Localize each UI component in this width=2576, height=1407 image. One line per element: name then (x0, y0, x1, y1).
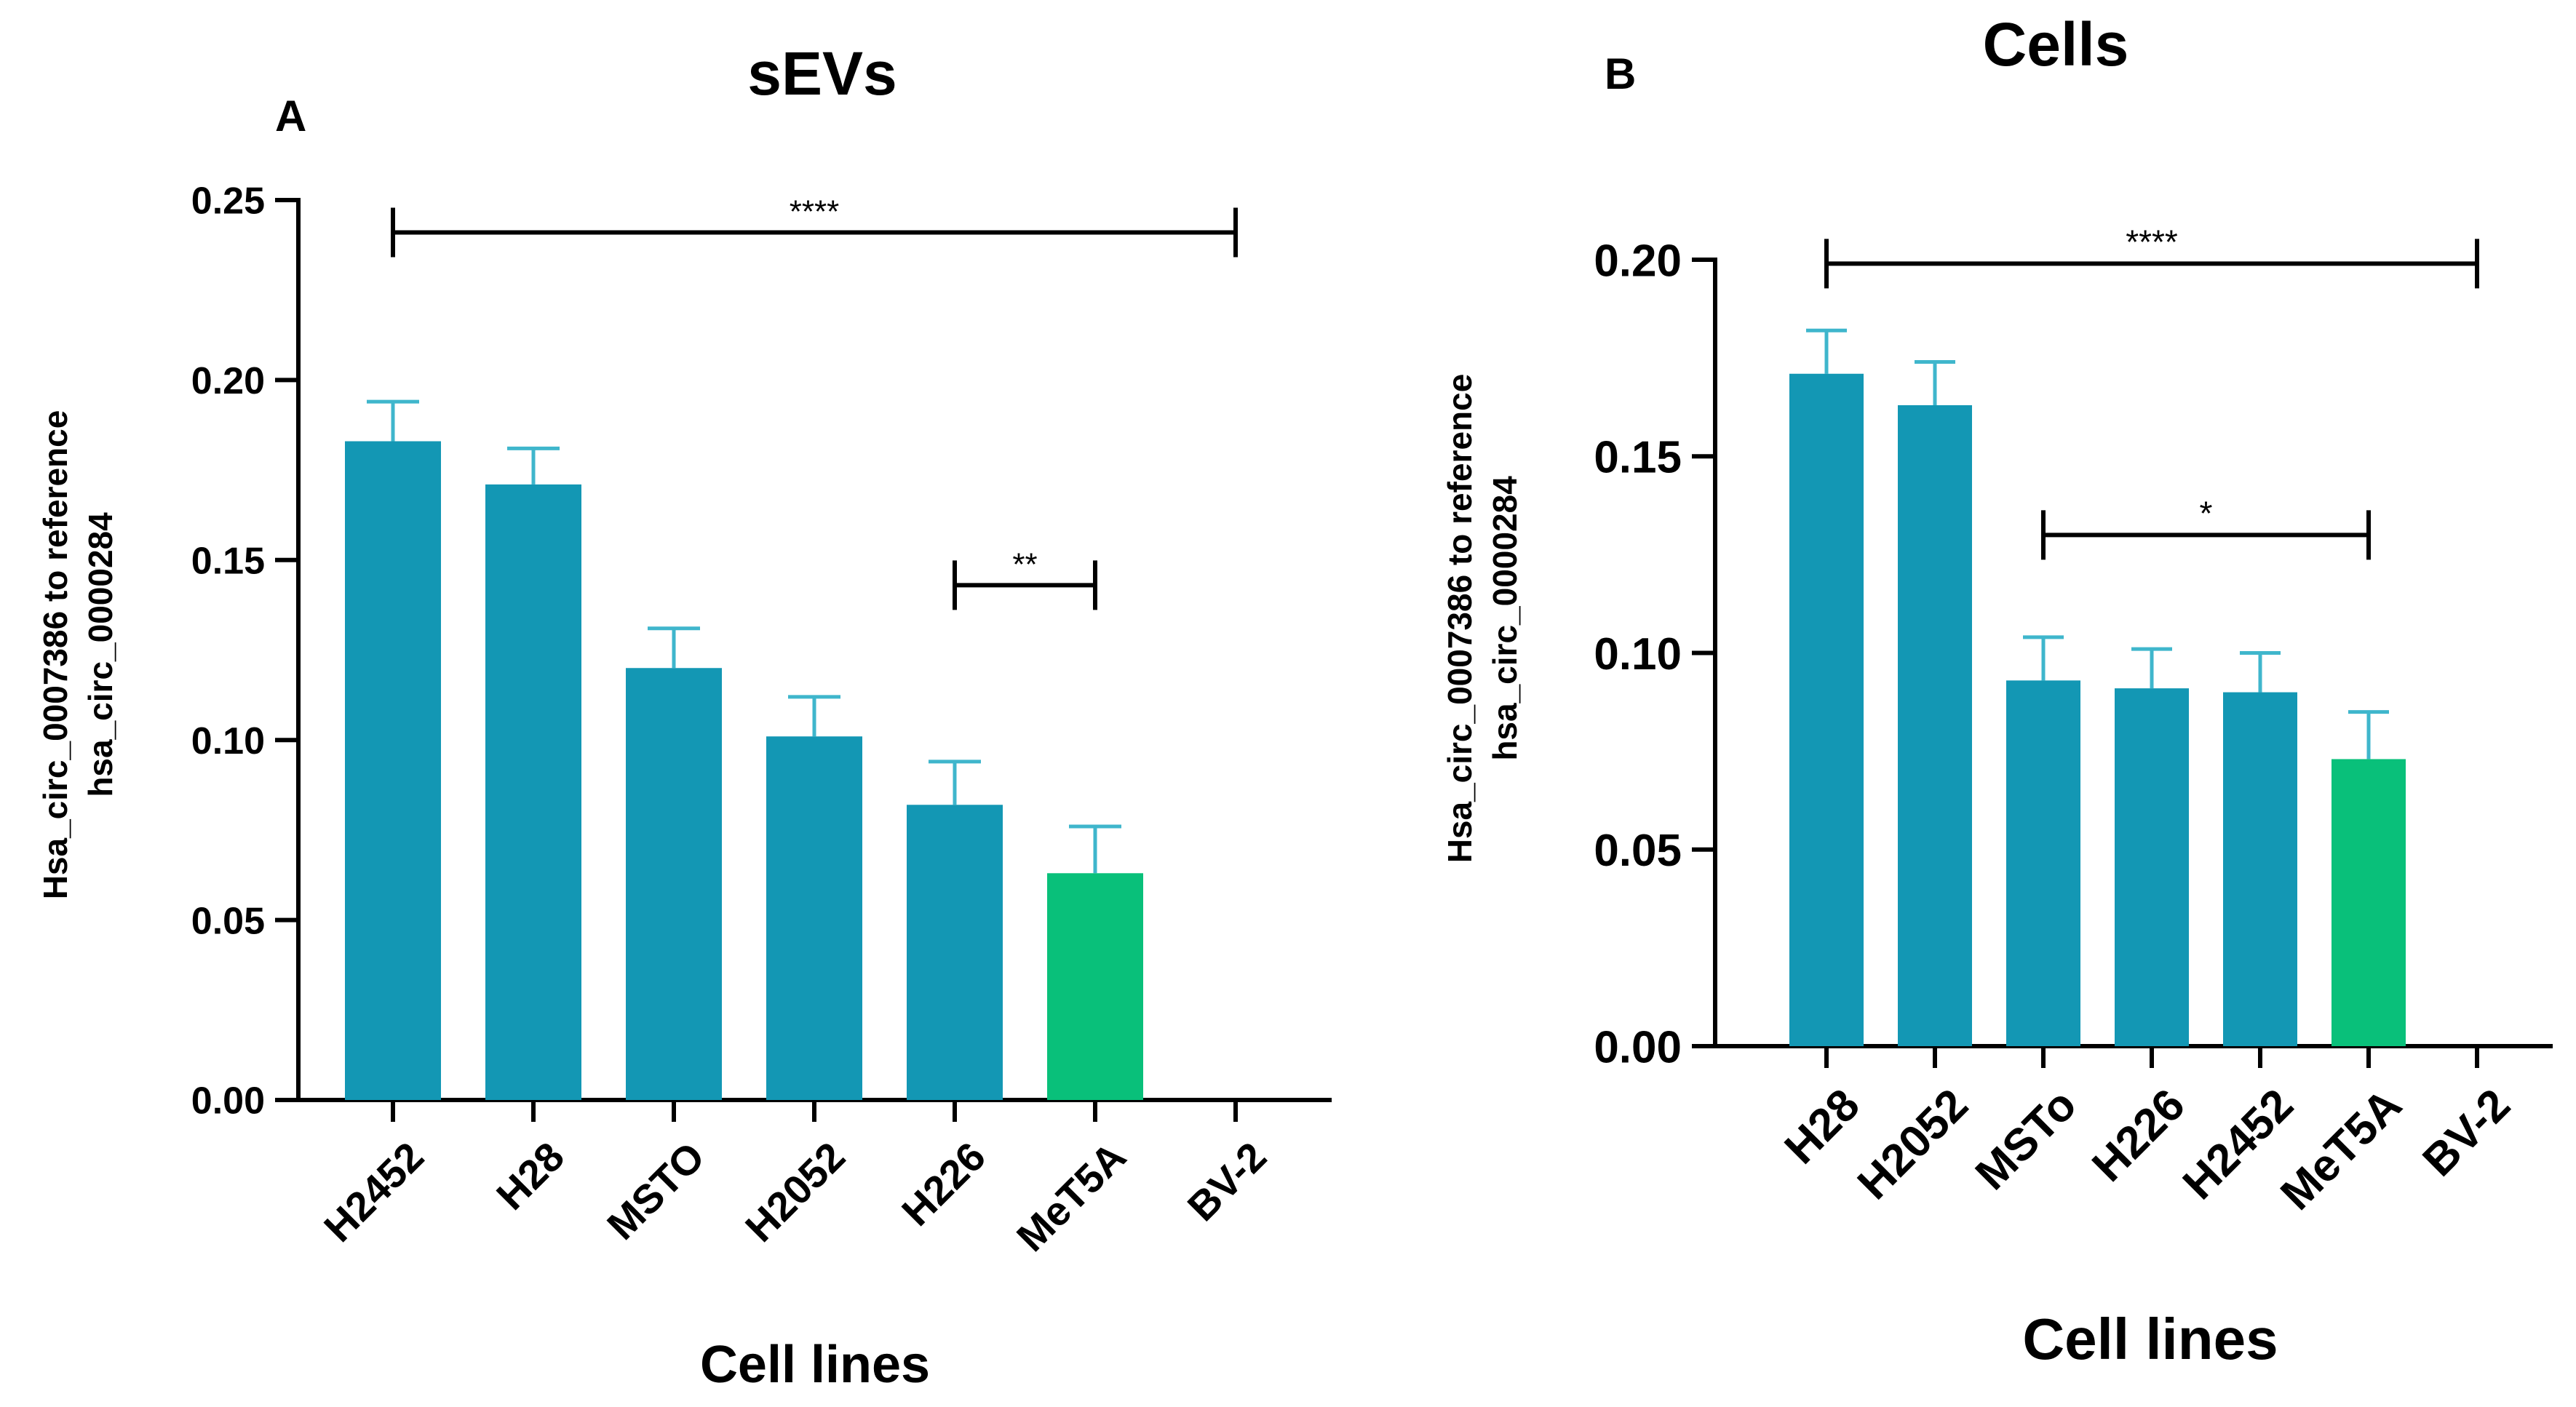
panel-a-category-label: H2452 (315, 1133, 432, 1251)
panel-b-category-label: MSTo (1966, 1080, 2086, 1200)
panel-a-category-label: H226 (893, 1133, 994, 1235)
panel-a-bar (766, 736, 862, 1100)
panel-b-ylabel-line2: hsa_circ_0000284 (1486, 476, 1524, 761)
panel-b-ylabel-line1: Hsa_circ_0007386 to reference (1441, 374, 1479, 864)
panel-a-y-tick-label: 0.15 (191, 541, 265, 583)
panel-b-y-tick-label: 0.15 (1594, 433, 1682, 483)
panel-a-category-label: H28 (488, 1133, 573, 1219)
panel-b-bar (2115, 688, 2189, 1046)
panel-a-bar (345, 441, 441, 1100)
panel-a-category-label: H2052 (736, 1133, 854, 1251)
panel-a-y-tick-label: 0.25 (191, 180, 265, 223)
panel-a-y-tick-label: 0.20 (191, 360, 265, 402)
panel-b-bar (2006, 680, 2080, 1046)
panel-a-bar (907, 805, 1003, 1100)
panel-b-bar (2331, 759, 2406, 1046)
panel-a-category-label: MSTO (598, 1133, 713, 1248)
panel-a-category-label: BV-2 (1179, 1133, 1276, 1230)
panel-b-bar (2223, 692, 2297, 1046)
panel-b-title: Cells (1983, 10, 2129, 79)
panel-a-y-tick-label: 0.10 (191, 720, 265, 762)
panel-b: B Cells Hsa_circ_0007386 to reference hs… (1441, 10, 2278, 1371)
panel-b-y-tick-label: 0.00 (1594, 1022, 1682, 1072)
panel-b-category-label: BV-2 (2414, 1080, 2520, 1186)
panel-b-category-label: H28 (1776, 1080, 1869, 1173)
panel-a-plot: 0.00 0.05 0.10 0.15 0.20 0.25 H2452 H28 MSTO H205… (191, 180, 1332, 1260)
panel-b-significance-label: **** (2126, 223, 2178, 260)
panel-a-y-tick-label: 0.00 (191, 1080, 265, 1123)
panel-a-ylabel-line2: hsa_circ_0000284 (82, 512, 119, 797)
panel-a: A sEVs Hsa_circ_0007386 to reference hsa… (36, 39, 930, 1394)
panel-b-category-label: H2052 (1848, 1080, 1978, 1209)
panel-a-ylabel-line1: Hsa_circ_0007386 to reference (36, 410, 74, 900)
panel-b-y-tick-label: 0.10 (1594, 629, 1682, 679)
panel-b-label: B (1605, 49, 1636, 98)
panel-a-significance-label: **** (790, 194, 840, 230)
panel-b-y-tick-label: 0.20 (1594, 236, 1682, 286)
panel-a-xlabel: Cell lines (700, 1336, 930, 1394)
panel-b-bar (1898, 404, 1972, 1046)
panel-a-category-label: MeT5A (1008, 1133, 1134, 1260)
panel-a-title: sEVs (747, 39, 897, 108)
panel-a-y-tick-label: 0.05 (191, 900, 265, 942)
panel-b-xlabel: Cell lines (2022, 1307, 2278, 1371)
panel-b-significance-label: * (2200, 494, 2213, 532)
panel-a-bar (485, 484, 581, 1100)
panel-a-significance-label: ** (1012, 546, 1037, 582)
panel-b-category-label: MeT5A (2271, 1080, 2412, 1220)
panel-b-plot: 0.000.050.100.150.20H28H2052MSToH226H245… (1594, 223, 2553, 1220)
panel-a-bar (1047, 873, 1143, 1100)
panel-b-bar (1789, 373, 1864, 1046)
panel-b-y-tick-label: 0.05 (1594, 826, 1682, 876)
panel-a-bar (626, 668, 722, 1100)
panel-a-label: A (275, 92, 306, 140)
